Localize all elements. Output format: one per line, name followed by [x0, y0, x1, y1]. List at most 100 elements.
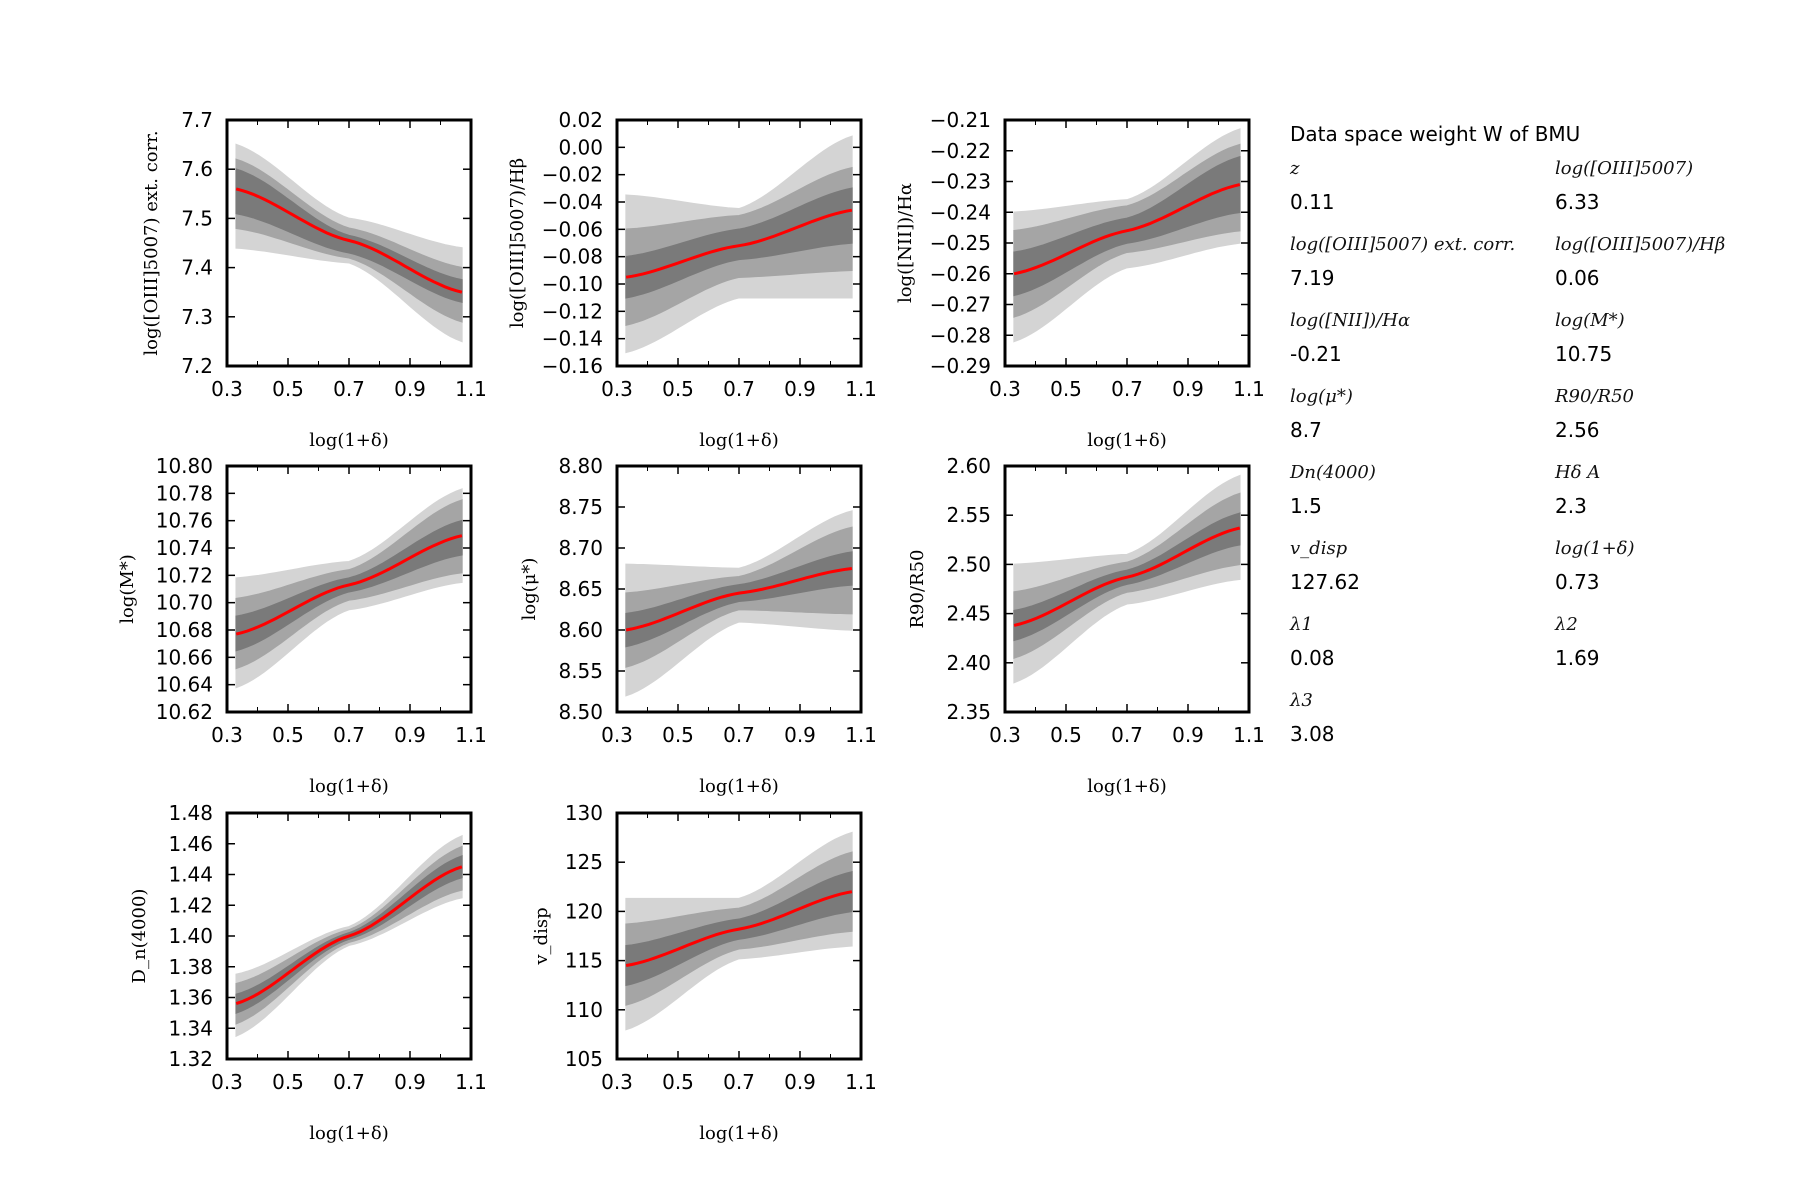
param-name: z: [1290, 158, 1300, 179]
y-axis-label: log([NII])/Hα: [895, 183, 916, 303]
x-axis-label: log(1+δ): [1087, 776, 1167, 797]
x-axis-label: log(1+δ): [699, 1123, 779, 1144]
x-tick-label: 0.3: [601, 377, 633, 401]
param-name: Hδ A: [1555, 462, 1601, 483]
y-tick-label: 8.60: [558, 618, 603, 642]
y-tick-label: 10.66: [156, 645, 213, 669]
y-tick-label: 7.2: [181, 354, 213, 378]
y-tick-label: 10.80: [156, 454, 213, 478]
param-value: 10.75: [1555, 342, 1613, 366]
x-tick-label: 0.7: [1111, 377, 1143, 401]
y-axis-label: log([OIII]5007)/Hβ: [507, 158, 528, 328]
param-cell: log([OIII]5007)/Hβ 0.06: [1555, 234, 1790, 290]
x-tick-label: 0.7: [1111, 723, 1143, 747]
y-tick-label: 10.62: [156, 700, 213, 724]
x-axis-label: log(1+δ): [1087, 430, 1167, 451]
side-panel-title: Data space weight W of BMU: [1290, 122, 1581, 146]
y-tick-label: 1.34: [168, 1016, 213, 1040]
x-tick-label: 1.1: [845, 1070, 877, 1094]
band-1sigma: [625, 551, 853, 648]
y-tick-label: 2.50: [946, 552, 991, 576]
mean-line: [235, 865, 463, 1006]
x-tick-label: 0.3: [211, 723, 243, 747]
mean-line: [625, 890, 853, 967]
param-name: log([NII])/Hα: [1290, 310, 1411, 331]
param-value: 2.56: [1555, 418, 1600, 442]
y-tick-label: 10.72: [156, 563, 213, 587]
y-tick-label: 7.5: [181, 206, 213, 230]
param-cell: v_disp 127.62: [1290, 538, 1555, 594]
param-cell: log(M*) 10.75: [1555, 310, 1790, 366]
x-tick-label: 0.7: [333, 723, 365, 747]
param-name: λ2: [1555, 614, 1578, 635]
x-tick-label: 0.3: [601, 1070, 633, 1094]
chart-panel: 0.3 0.5 0.7 0.9 1.1 −0.16 −0.14 −0.12 −0.10 −0.08…: [507, 108, 877, 451]
y-tick-label: 0.02: [558, 108, 603, 132]
y-axis-label: log(μ*): [519, 558, 540, 621]
param-name: λ3: [1290, 690, 1313, 711]
y-tick-label: −0.21: [930, 108, 991, 132]
param-name: log(1+δ): [1555, 538, 1635, 559]
y-tick-label: 125: [565, 850, 603, 874]
y-axis-label: v_disp: [531, 907, 552, 965]
x-tick-label: 0.7: [333, 1070, 365, 1094]
x-tick-label: 0.9: [394, 377, 426, 401]
x-axis-label: log(1+δ): [699, 430, 779, 451]
param-cell: Hδ A 2.3: [1555, 462, 1790, 518]
y-tick-label: 8.70: [558, 536, 603, 560]
x-tick-label: 0.9: [784, 723, 816, 747]
x-tick-label: 1.1: [845, 377, 877, 401]
param-value: 8.7: [1290, 418, 1322, 442]
y-tick-label: −0.02: [542, 163, 603, 187]
param-value: 6.33: [1555, 190, 1600, 214]
band-1sigma: [235, 168, 463, 303]
y-tick-label: −0.10: [542, 272, 603, 296]
y-tick-label: −0.06: [542, 217, 603, 241]
x-axis-label: log(1+δ): [309, 430, 389, 451]
y-tick-label: 0.00: [558, 135, 603, 159]
param-name: R90/R50: [1555, 386, 1634, 407]
y-tick-label: 7.4: [181, 256, 213, 280]
x-axis-label: log(1+δ): [309, 776, 389, 797]
param-cell: λ3 3.08: [1290, 690, 1555, 746]
x-tick-label: 0.7: [723, 377, 755, 401]
x-tick-label: 1.1: [1233, 723, 1265, 747]
x-tick-label: 0.7: [723, 1070, 755, 1094]
y-tick-label: 1.40: [168, 924, 213, 948]
param-name: log([OIII]5007): [1555, 158, 1694, 179]
param-value: 7.19: [1290, 266, 1335, 290]
y-tick-label: −0.23: [930, 170, 991, 194]
param-name: log(μ*): [1290, 386, 1353, 407]
mean-line: [1013, 183, 1241, 276]
y-tick-label: 10.78: [156, 481, 213, 505]
param-name: λ1: [1290, 614, 1313, 635]
y-tick-label: 8.75: [558, 495, 603, 519]
y-tick-label: 2.60: [946, 454, 991, 478]
mean-line: [625, 208, 853, 279]
mean-line: [625, 567, 853, 632]
param-name: v_disp: [1290, 538, 1348, 559]
param-value: 1.69: [1555, 646, 1600, 670]
x-tick-label: 0.3: [989, 377, 1021, 401]
param-name: log([OIII]5007)/Hβ: [1555, 234, 1726, 255]
y-tick-label: 1.36: [168, 986, 213, 1010]
param-value: 0.11: [1290, 190, 1335, 214]
y-tick-label: 1.38: [168, 955, 213, 979]
x-tick-label: 0.5: [662, 723, 694, 747]
x-axis-label: log(1+δ): [699, 776, 779, 797]
x-tick-label: 0.3: [211, 1070, 243, 1094]
x-tick-label: 0.3: [601, 723, 633, 747]
x-tick-label: 0.5: [272, 377, 304, 401]
param-name: log(M*): [1555, 310, 1625, 331]
chart-panel: 0.3 0.5 0.7 0.9 1.1 1.32 1.34 1.36 1.38 1.40 1.42 1…: [129, 801, 487, 1144]
y-tick-label: −0.27: [930, 293, 991, 317]
y-tick-label: −0.24: [930, 200, 991, 224]
param-cell: λ1 0.08: [1290, 614, 1555, 670]
x-tick-label: 0.5: [662, 1070, 694, 1094]
param-cell: z 0.11: [1290, 158, 1555, 214]
y-tick-label: −0.04: [542, 190, 603, 214]
y-tick-label: 10.74: [156, 536, 213, 560]
param-name: log([OIII]5007) ext. corr.: [1290, 234, 1516, 255]
y-tick-label: 7.6: [181, 157, 213, 181]
